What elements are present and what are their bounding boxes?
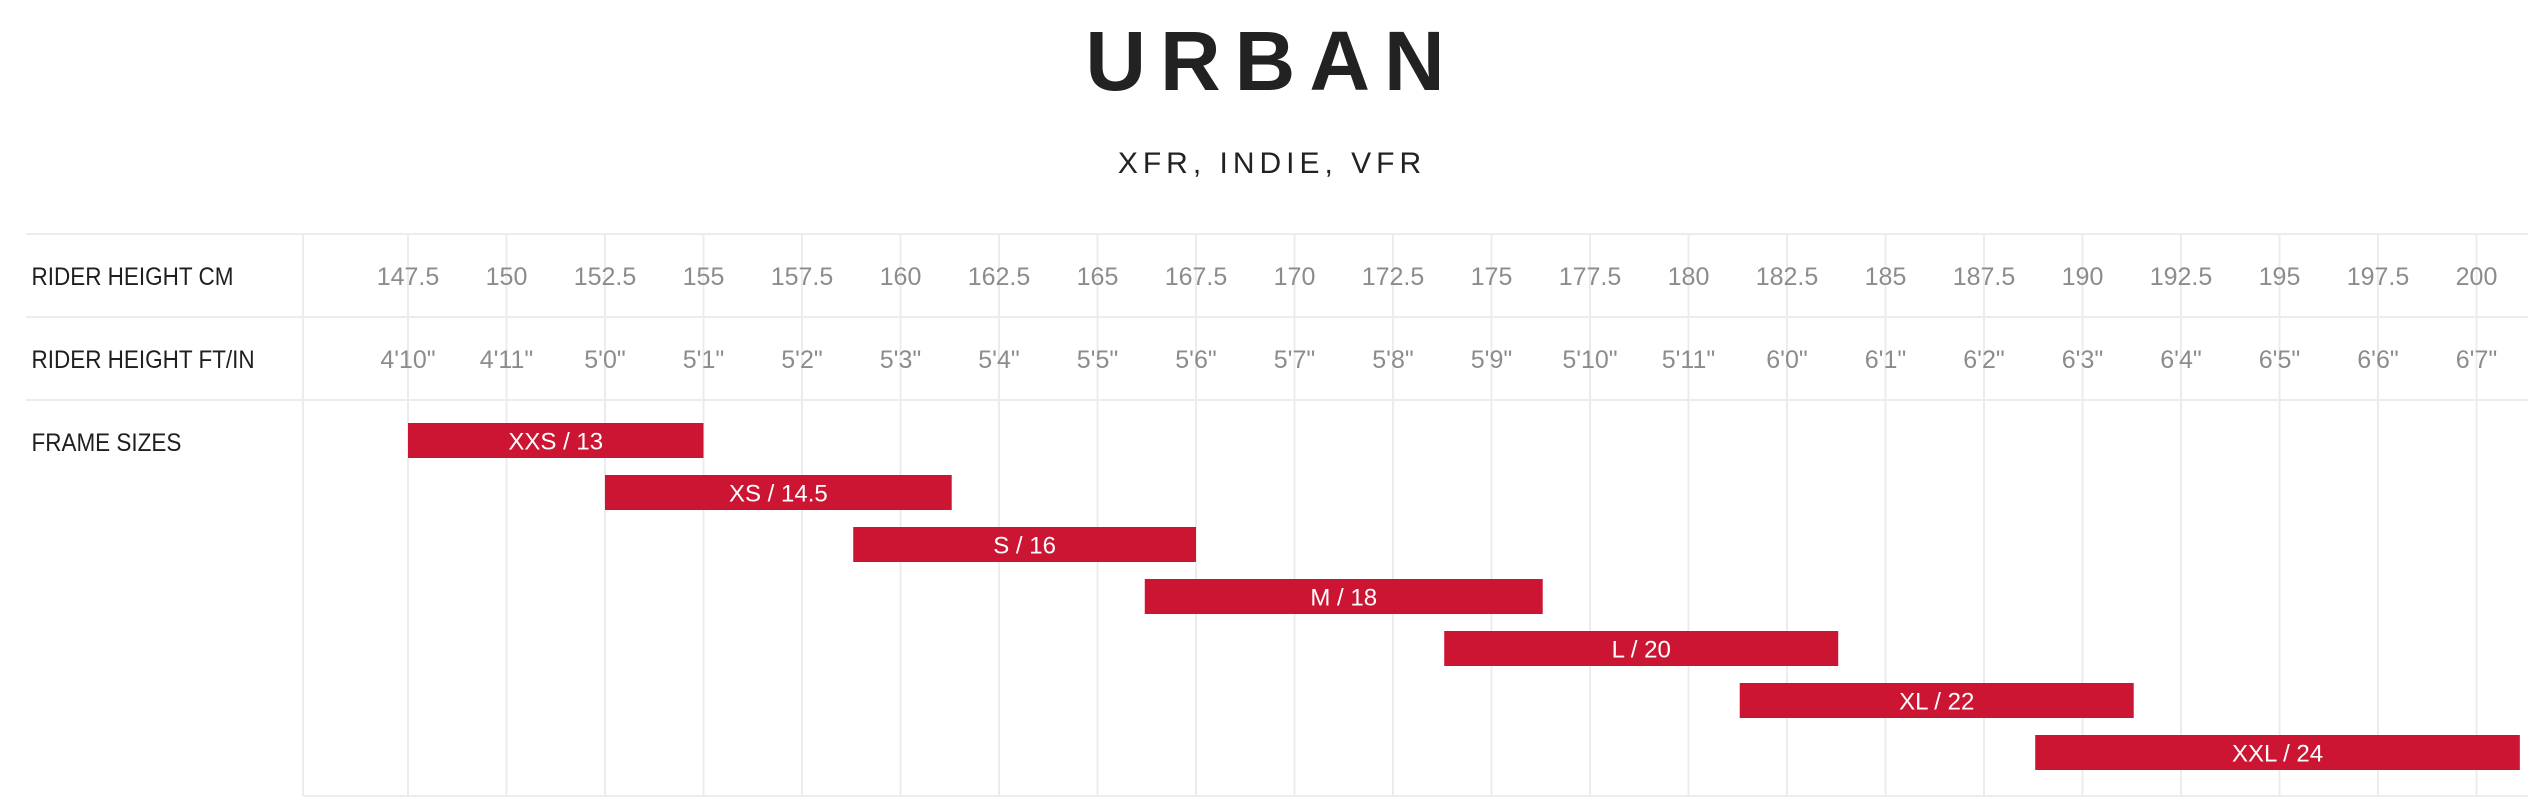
cm-tick-label: 190 (2062, 263, 2104, 291)
chart-frame (26, 233, 2528, 797)
ftin-tick-label: 6'3" (2062, 346, 2103, 374)
chart-title: URBAN (1085, 14, 1458, 108)
frame-size-bar (853, 527, 1196, 562)
cm-tick-label: 152.5 (574, 263, 637, 291)
frame-size-bar-label: XL / 22 (1899, 689, 1974, 716)
cm-tick-label: 162.5 (968, 263, 1031, 291)
ftin-tick-label: 6'2" (1963, 346, 2004, 374)
ftin-tick-label: 6'6" (2357, 346, 2398, 374)
frame-size-bar (1444, 631, 1839, 666)
cm-tick-label: 192.5 (2150, 263, 2213, 291)
ftin-tick-label: 5'10" (1562, 346, 1617, 374)
frame-size-bar (2035, 735, 2520, 770)
cm-tick-label: 175 (1471, 263, 1513, 291)
ftin-tick-label: 5'8" (1372, 346, 1413, 374)
frame-size-bar-label: S / 16 (993, 533, 1056, 560)
row-label-frame-sizes: FRAME SIZES (32, 429, 182, 457)
cm-tick-label: 167.5 (1165, 263, 1228, 291)
frame-size-bar (408, 423, 704, 458)
ftin-tick-label: 5'2" (781, 346, 822, 374)
frame-size-bar-label: XXL / 24 (2232, 741, 2323, 768)
row-label-cm: RIDER HEIGHT CM (32, 263, 234, 291)
cm-tick-label: 177.5 (1559, 263, 1622, 291)
frame-size-bar-label: M / 18 (1310, 585, 1377, 612)
ftin-tick-label: 4'10" (380, 346, 435, 374)
frame-size-bars: XXS / 13 XS / 14.5 S / 16 M / 18 L / 20 XL / … (408, 423, 2520, 770)
row-label-ftin: RIDER HEIGHT FT/IN (32, 346, 255, 374)
ftin-tick-label: 6'0" (1766, 346, 1807, 374)
cm-tick-label: 185 (1865, 263, 1907, 291)
cm-tick-label: 157.5 (771, 263, 834, 291)
frame-size-bar (605, 475, 952, 510)
cm-tick-label: 147.5 (377, 263, 440, 291)
ftin-tick-label: 5'0" (584, 346, 625, 374)
cm-tick-label: 165 (1077, 263, 1119, 291)
ftin-tick-label: 5'11" (1662, 346, 1716, 374)
frame-size-bar (1739, 683, 2134, 718)
cm-tick-label: 150 (486, 263, 528, 291)
ftin-tick-label: 5'4" (978, 346, 1019, 374)
cm-tick-label: 180 (1668, 263, 1710, 291)
ftin-tick-label: 6'7" (2456, 346, 2497, 374)
cm-tick-label: 195 (2259, 263, 2301, 291)
ftin-tick-labels: 4'10" 4'11" 5'0" 5'1" 5'2" 5'3" 5'4" 5'5" 5'6" 5'… (380, 346, 2497, 374)
cm-tick-label: 187.5 (1953, 263, 2016, 291)
ftin-tick-label: 5'3" (880, 346, 921, 374)
cm-tick-label: 170 (1274, 263, 1316, 291)
frame-size-bar-label: XS / 14.5 (729, 481, 828, 508)
ftin-tick-label: 4'11" (480, 346, 534, 374)
ftin-tick-label: 5'6" (1175, 346, 1216, 374)
ftin-tick-label: 6'1" (1865, 346, 1906, 374)
ftin-tick-label: 5'5" (1077, 346, 1118, 374)
cm-tick-labels: 147.5 150 152.5 155 157.5 160 162.5 165 167.5 170… (377, 263, 2498, 291)
ftin-tick-label: 5'9" (1471, 346, 1512, 374)
chart-subtitle: XFR, INDIE, VFR (1118, 147, 1426, 180)
cm-tick-label: 155 (683, 263, 725, 291)
cm-tick-label: 172.5 (1362, 263, 1425, 291)
frame-size-bar-label: XXS / 13 (508, 429, 603, 456)
ftin-tick-label: 6'4" (2160, 346, 2201, 374)
ftin-tick-label: 5'7" (1274, 346, 1315, 374)
cm-tick-label: 160 (880, 263, 922, 291)
grid-lines (407, 234, 2478, 796)
frame-size-bar-label: L / 20 (1612, 637, 1671, 664)
cm-tick-label: 182.5 (1756, 263, 1819, 291)
ftin-tick-label: 5'1" (683, 346, 724, 374)
frame-size-bar (1144, 579, 1543, 614)
cm-tick-label: 197.5 (2347, 263, 2410, 291)
ftin-tick-label: 6'5" (2259, 346, 2300, 374)
cm-tick-label: 200 (2456, 263, 2498, 291)
